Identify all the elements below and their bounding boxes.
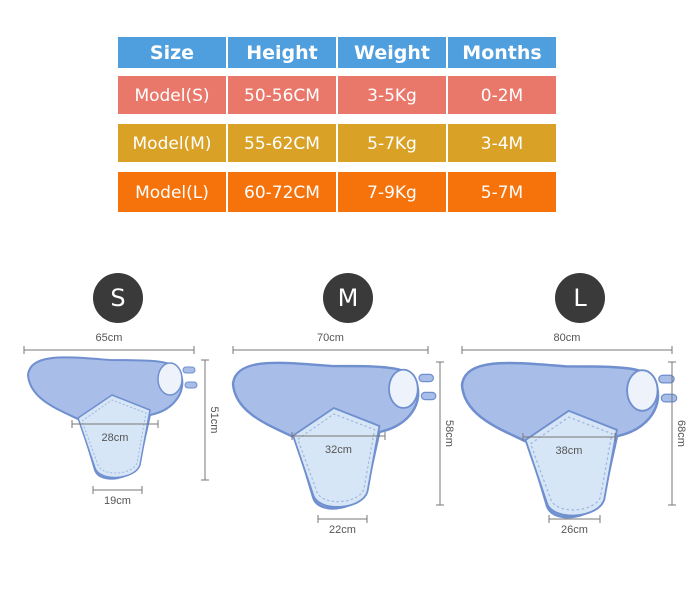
cell-text: Model(M) [133, 134, 212, 154]
chest-label: 38cm [556, 445, 583, 457]
cell-text: 5-7M [481, 183, 523, 203]
swaddle-shape [460, 361, 678, 519]
swaddle-shape [27, 356, 198, 480]
size-letter: S [110, 284, 125, 312]
header-text: Height [246, 42, 318, 64]
size-badge [323, 273, 373, 323]
length-label: 51cm [208, 407, 220, 434]
width-label: 80cm [554, 332, 581, 344]
header-cell [338, 37, 446, 68]
cell-text: 50-56CM [244, 86, 320, 106]
table-cell [118, 124, 226, 162]
header-text: Months [462, 42, 541, 64]
table-cell [338, 124, 446, 162]
cell-text: 3-5Kg [367, 86, 417, 106]
table-cell [448, 124, 556, 162]
table-cell [118, 76, 226, 114]
width-label: 70cm [317, 332, 344, 344]
cell-text: 7-9Kg [367, 183, 417, 203]
header-text: Size [150, 42, 194, 64]
table-cell [228, 124, 336, 162]
size-letter: M [338, 284, 359, 312]
size-table: Size Height Weight Months Model(S) 50-56CM 3-5… [118, 37, 556, 212]
table-cell [228, 76, 336, 114]
size-badge [93, 273, 143, 323]
cell-text: 60-72CM [244, 183, 320, 203]
bottom-label: 19cm [104, 495, 131, 507]
table-cell [448, 76, 556, 114]
header-cell [228, 37, 336, 68]
table-cell [228, 172, 336, 212]
size-badge [555, 273, 605, 323]
size-letter: L [573, 284, 587, 312]
cell-text: 55-62CM [244, 134, 320, 154]
header-text: Weight [354, 42, 430, 64]
table-cell [338, 172, 446, 212]
header-cell [118, 37, 226, 68]
width-label: 65cm [96, 332, 123, 344]
bottom-label: 26cm [561, 524, 588, 536]
table-cell [338, 76, 446, 114]
table-cell [448, 172, 556, 212]
header-cell [448, 37, 556, 68]
bottom-label: 22cm [329, 524, 356, 536]
cell-text: 5-7Kg [367, 134, 417, 154]
length-label: 68cm [675, 420, 687, 447]
cell-text: 3-4M [481, 134, 523, 154]
table-cell [118, 172, 226, 212]
cell-text: 0-2M [481, 86, 523, 106]
chest-label: 32cm [325, 444, 352, 456]
diagrams: S 65cm 28cm 19cm 51cm M 70cm 32cm 22cm 58cm L 80cm 3… [23, 273, 687, 536]
length-label: 58cm [443, 420, 455, 447]
cell-text: Model(L) [135, 183, 209, 203]
cell-text: Model(S) [134, 86, 209, 106]
chest-label: 28cm [102, 432, 129, 444]
